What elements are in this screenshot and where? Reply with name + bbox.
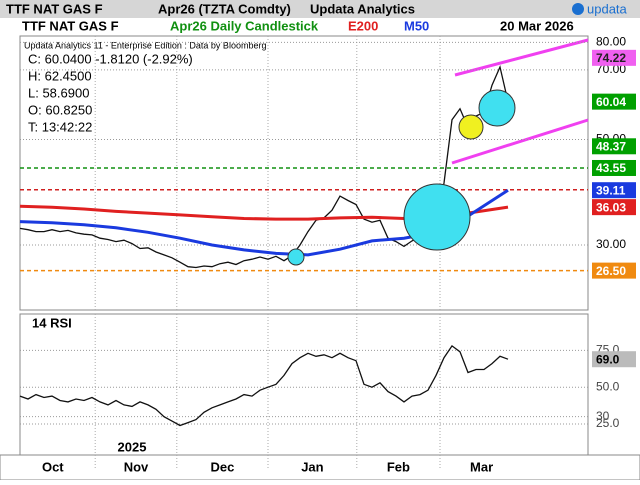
- rsi-panel: [19, 313, 589, 456]
- x-tick-label: Nov: [124, 459, 149, 474]
- info-open: O: 60.8250: [28, 102, 92, 117]
- highlight-circle: [287, 248, 305, 266]
- legend-subtitle: Apr26 Daily Candlestick: [170, 18, 319, 33]
- highlight-circle: [458, 114, 484, 140]
- info-close: C: 60.0400 -1.8120 (-2.92%): [28, 51, 193, 66]
- price-label: 48.37: [596, 139, 626, 153]
- price-panel: [19, 35, 589, 311]
- price-label-box: [592, 138, 636, 155]
- price-label-box: [592, 49, 636, 66]
- rsi-title: 14 RSI: [32, 315, 72, 330]
- y-tick-label: 30.00: [596, 237, 626, 251]
- price-label: 74.22: [596, 51, 626, 65]
- price-label: 39.11: [596, 183, 626, 197]
- x-tick-label: Feb: [387, 459, 410, 474]
- x-tick-label: Jan: [301, 459, 323, 474]
- logo: updata: [587, 1, 628, 16]
- info-high: H: 62.4500: [28, 68, 92, 83]
- price-label-box: [592, 182, 636, 199]
- y-tick-label: 30: [596, 409, 610, 423]
- x-tick-label: Mar: [470, 459, 493, 474]
- price-label-box: [592, 93, 636, 110]
- y-tick-label: 80.00: [596, 35, 626, 49]
- year-label: 2025: [118, 439, 147, 454]
- price-label: 43.55: [596, 161, 626, 175]
- channel-lower: [451, 118, 589, 165]
- header-instrument: TTF NAT GAS F: [6, 1, 103, 16]
- header-contract: Apr26 (TZTA Comdty): [158, 1, 291, 16]
- legend-entry: M50: [404, 18, 429, 33]
- price-label-box: [592, 159, 636, 176]
- logo-icon: [572, 3, 584, 15]
- highlight-circle: [403, 183, 471, 251]
- y-tick-label: 50.0: [596, 379, 620, 393]
- price-label: 36.03: [596, 200, 626, 214]
- channel-upper: [454, 38, 589, 77]
- y-tick-label: 25.0: [596, 416, 620, 430]
- header-bar: [0, 0, 640, 18]
- x-tick-label: Dec: [210, 459, 234, 474]
- info-low: L: 58.6900: [28, 85, 89, 100]
- price-label-box: [592, 351, 636, 368]
- legend-title: TTF NAT GAS F: [22, 18, 119, 33]
- price-label-box: [592, 199, 636, 216]
- info-time: T: 13:42:22: [28, 119, 92, 134]
- x-tick-label: Oct: [42, 459, 64, 474]
- info-source: Updata Analytics 11 - Enterprise Edition…: [24, 40, 266, 50]
- highlight-circle: [478, 89, 516, 127]
- header-provider: Updata Analytics: [310, 1, 415, 16]
- price-label: 26.50: [596, 264, 626, 278]
- legend-entry: E200: [348, 18, 378, 33]
- legend-date: 20 Mar 2026: [500, 18, 574, 33]
- rsi-line: [19, 344, 509, 427]
- price-label: 60.04: [596, 95, 626, 109]
- price-label-box: [592, 262, 636, 279]
- price-label: 69.0: [596, 352, 620, 366]
